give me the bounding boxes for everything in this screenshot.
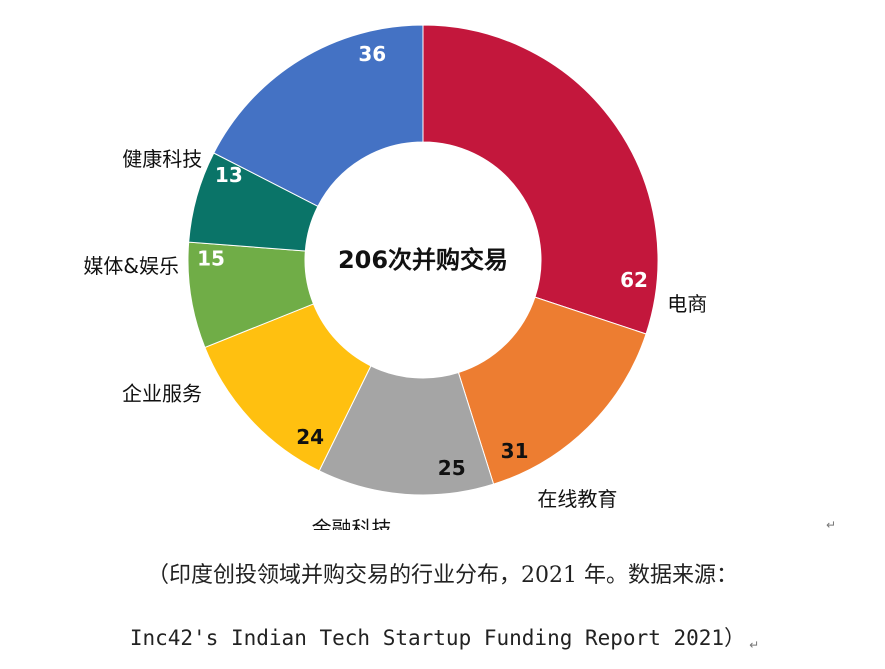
value-label-media: 15 (197, 246, 225, 270)
value-label-other: 36 (358, 42, 386, 66)
category-label-fintech: 金融科技 (312, 516, 392, 530)
slice-fintech (318, 365, 495, 496)
paragraph-mark-2: ↵ (749, 638, 760, 652)
paragraph-mark-1: ↵ (826, 518, 837, 532)
category-label-ecommerce: 电商 (667, 292, 707, 316)
caption-line-2-text: Inc42's Indian Tech Startup Funding Repo… (129, 626, 746, 650)
slice-ecommerce (422, 24, 659, 335)
category-label-edtech: 在线教育 (537, 487, 617, 511)
value-label-fintech: 25 (438, 456, 466, 480)
category-label-enterprise: 企业服务 (122, 382, 202, 406)
value-label-ecommerce: 62 (620, 268, 648, 292)
category-label-healthtech: 健康科技 (122, 147, 202, 171)
slice-edtech (457, 296, 647, 485)
center-label: 206次并购交易 (338, 246, 508, 274)
category-label-other: 其他 (348, 0, 388, 2)
caption-line-2: Inc42's Indian Tech Startup Funding Repo… (0, 622, 885, 652)
value-label-healthtech: 13 (215, 163, 243, 187)
caption-line-1: （印度创投领域并购交易的行业分布，2021 年。数据来源： (147, 563, 738, 588)
value-label-edtech: 31 (501, 439, 529, 463)
value-label-enterprise: 24 (296, 425, 324, 449)
category-label-media: 媒体&娱乐 (83, 254, 179, 278)
slice-other (213, 24, 424, 207)
